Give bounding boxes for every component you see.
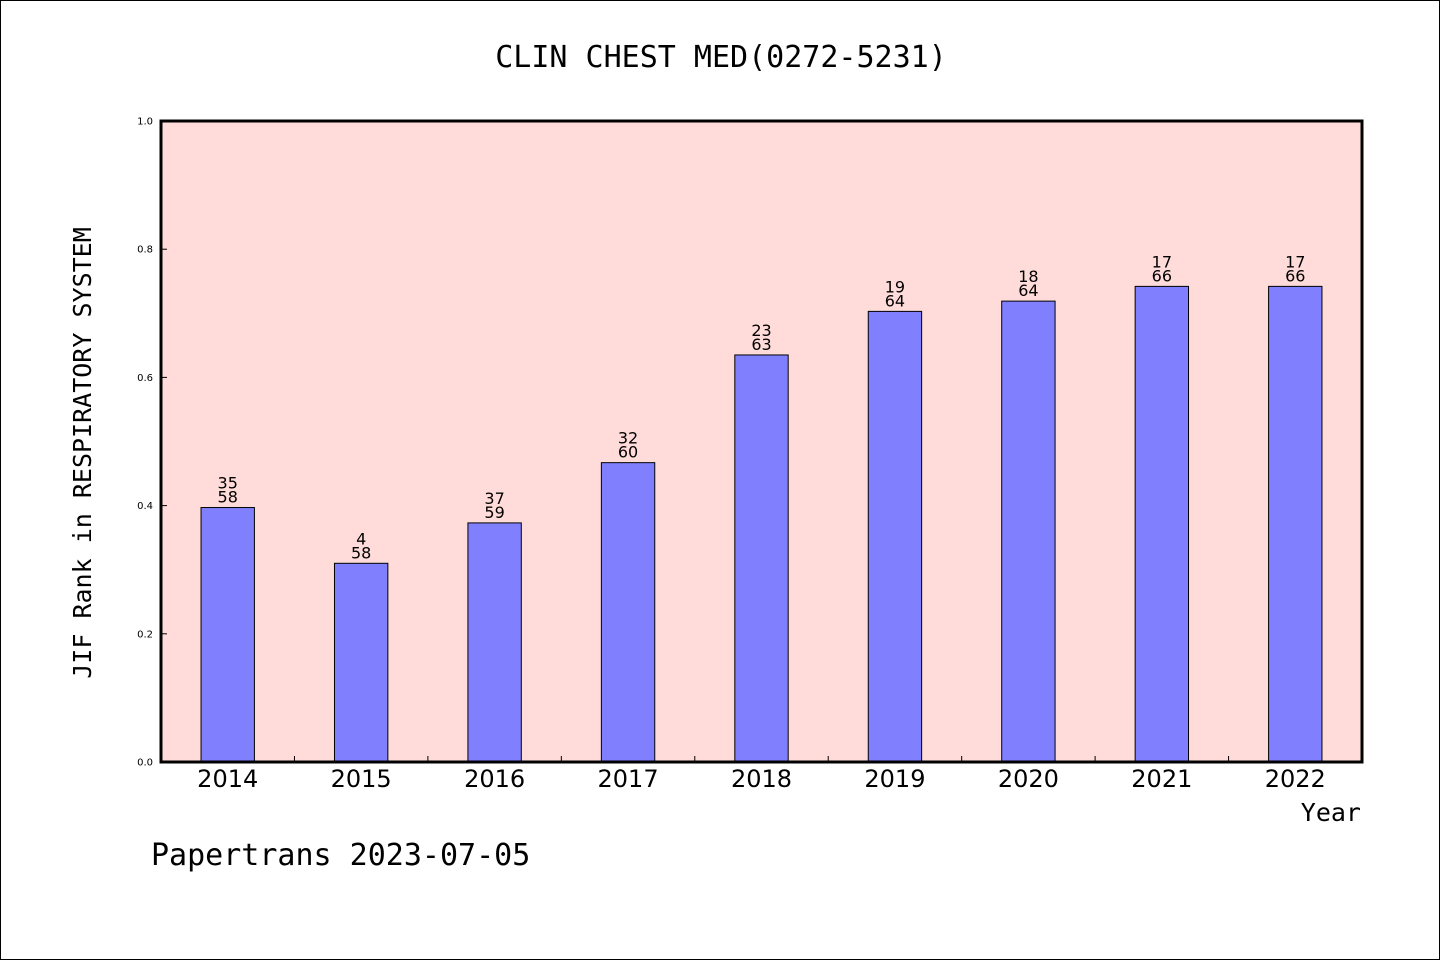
y-tick-label: 0.8	[137, 245, 153, 256]
bar-total-label: 60	[618, 443, 638, 462]
x-axis-label: Year	[1301, 798, 1361, 827]
y-tick-label: 0.2	[137, 629, 153, 640]
bar-rank-label: 17	[1152, 252, 1172, 271]
bar-rank-label: 17	[1285, 252, 1305, 271]
bar-total-label: 58	[351, 543, 371, 562]
bar-total-label: 59	[484, 503, 504, 522]
bar-2022	[1268, 285, 1323, 763]
bar-rank-label: 32	[618, 429, 638, 448]
bar-rank-label: 19	[885, 277, 905, 296]
chart-title: CLIN CHEST MED(0272-5231)	[495, 40, 947, 75]
bar-total-label: 66	[1152, 266, 1172, 285]
bar-rank-label: 37	[484, 489, 504, 508]
y-tick-label: 0.6	[137, 373, 153, 384]
bar-rank-label: 4	[356, 529, 366, 548]
y-tick-label: 1.0	[137, 117, 153, 128]
x-tick-label: 2015	[331, 765, 392, 793]
x-tick-label: 2018	[731, 765, 792, 793]
bar-2020	[1001, 300, 1056, 763]
bar-total-label: 58	[218, 488, 238, 507]
bar-2014	[200, 507, 255, 763]
y-tick-label: 0.4	[137, 501, 153, 512]
plot-border	[159, 119, 1364, 764]
x-tick-label: 2019	[864, 765, 925, 793]
bar-2017	[600, 462, 656, 763]
x-tick-label: 2017	[598, 765, 659, 793]
footer-credit: Papertrans 2023-07-05	[151, 838, 530, 873]
bar-2021	[1134, 285, 1190, 763]
x-tick-label: 2021	[1131, 765, 1192, 793]
bar-2019	[867, 310, 923, 763]
bar-total-label: 63	[751, 335, 771, 354]
bar-2015	[333, 562, 389, 763]
x-tick-label: 2020	[998, 765, 1059, 793]
x-tick-label: 2016	[464, 765, 525, 793]
x-tick-label: 2014	[197, 765, 258, 793]
bar-total-label: 64	[885, 291, 905, 310]
axis-layer: 0.0 0.2 0.4 0.6 0.8 1.0 2014 2015 2016 2017 2018 20…	[137, 117, 1326, 794]
bar-total-label: 64	[1018, 281, 1038, 300]
y-axis-label: JIF Rank in RESPIRATORY SYSTEM	[68, 227, 97, 679]
x-tick-label: 2022	[1265, 765, 1326, 793]
bar-2018	[734, 354, 789, 763]
bar-total-label: 66	[1285, 266, 1305, 285]
bar-rank-label: 35	[218, 474, 238, 493]
y-tick-label: 0.0	[137, 758, 153, 769]
bar-rank-label: 23	[751, 321, 771, 340]
bar-2016	[467, 522, 522, 763]
bar-rank-label: 18	[1018, 267, 1038, 286]
